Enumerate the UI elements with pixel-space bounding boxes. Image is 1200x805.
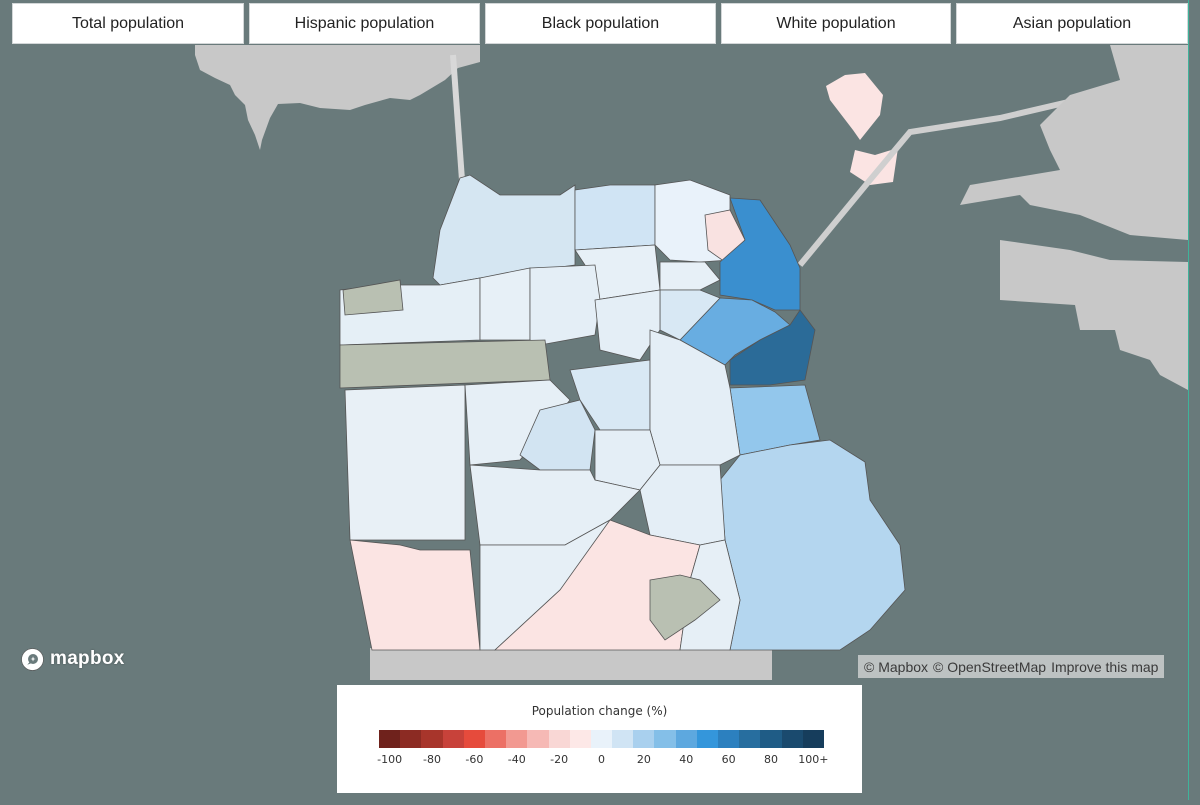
nbhd-lakeshore[interactable] (349, 539, 481, 651)
mapbox-attribution-link[interactable]: © Mapbox (864, 658, 929, 675)
nbhd-sunset[interactable] (344, 384, 466, 541)
land-alameda (1000, 240, 1188, 390)
asian-population-button[interactable]: Asian population (956, 3, 1188, 44)
nbhd-bernal[interactable] (639, 464, 726, 546)
legend-tick-label: 20 (636, 753, 651, 766)
nbhd-mclaren-park[interactable] (649, 574, 721, 641)
legend-swatch (463, 730, 485, 748)
legend-swatch (718, 730, 740, 748)
legend-swatch (802, 730, 824, 748)
land-marin (195, 45, 480, 150)
legend-tick-label: 60 (721, 753, 736, 766)
black-population-button[interactable]: Black population (485, 3, 716, 44)
mapbox-logo[interactable]: mapbox (20, 646, 125, 672)
map-edge (1188, 0, 1189, 800)
legend-tick-label: -80 (422, 753, 441, 766)
legend-tick-label: 40 (679, 753, 694, 766)
legend-swatch (654, 730, 676, 748)
mapbox-logo-icon (21, 647, 44, 671)
legend-title: Population change (%) (531, 704, 668, 718)
legend-tick-label: -60 (465, 753, 484, 766)
legend-swatch (696, 730, 718, 748)
legend-swatch (590, 730, 613, 748)
legend-tick-label: -40 (507, 753, 526, 766)
legend: Population change (%) -100 -80 -60 -40 -20 0 2… (337, 685, 862, 793)
treasure-island (826, 73, 883, 140)
improve-map-link[interactable]: Improve this map (1051, 658, 1159, 675)
legend-swatch (506, 730, 528, 748)
land-sf-base (370, 648, 772, 680)
legend-tick-label: 0 (598, 753, 605, 766)
white-population-button[interactable]: White population (721, 3, 951, 44)
legend-tick-label: 80 (764, 753, 779, 766)
legend-swatch (739, 730, 761, 748)
mapbox-logo-text: mapbox (50, 648, 125, 669)
legend-swatch (548, 730, 570, 748)
legend-swatch (484, 730, 507, 748)
nbhd-golden-gate-park[interactable] (339, 339, 551, 389)
legend-swatch (442, 730, 464, 748)
legend-swatch (633, 730, 655, 748)
nbhd-nob-hill[interactable] (659, 261, 721, 291)
legend-ticks: -100 -80 -60 -40 -20 0 20 40 60 80 100+ (337, 753, 862, 769)
nbhd-south-beach[interactable] (729, 309, 816, 386)
total-population-button[interactable]: Total population (12, 3, 244, 44)
legend-tick-label: 100+ (798, 753, 829, 766)
land-oakland (960, 45, 1188, 240)
hispanic-population-button[interactable]: Hispanic population (249, 3, 480, 44)
nbhd-western-addition[interactable] (529, 264, 601, 346)
legend-swatch (781, 730, 803, 748)
layer-button-bar: Total population Hispanic population Bla… (0, 0, 1200, 48)
nbhd-marina[interactable] (574, 184, 656, 251)
nbhd-inner-richmond[interactable] (479, 267, 531, 341)
legend-color-scale (379, 730, 824, 748)
map-attribution: © Mapbox © OpenStreetMap Improve this ma… (858, 655, 1165, 678)
legend-swatch (527, 730, 549, 748)
legend-swatch (612, 730, 634, 748)
osm-attribution-link[interactable]: © OpenStreetMap (933, 658, 1047, 675)
nbhd-presidio[interactable] (432, 174, 576, 286)
legend-swatch (675, 730, 697, 748)
nbhd-lincoln-park[interactable] (342, 279, 404, 316)
legend-swatch (421, 730, 443, 748)
legend-swatch (379, 730, 401, 748)
nbhd-financial-district[interactable] (719, 197, 801, 311)
golden-gate-bridge (450, 54, 465, 181)
bay-bridge (797, 87, 1121, 267)
legend-swatch (760, 730, 782, 748)
legend-swatch (569, 730, 591, 748)
nbhd-bayview[interactable] (719, 439, 906, 651)
legend-tick-label: -100 (377, 753, 403, 766)
legend-swatch (400, 730, 422, 748)
legend-tick-label: -20 (550, 753, 569, 766)
